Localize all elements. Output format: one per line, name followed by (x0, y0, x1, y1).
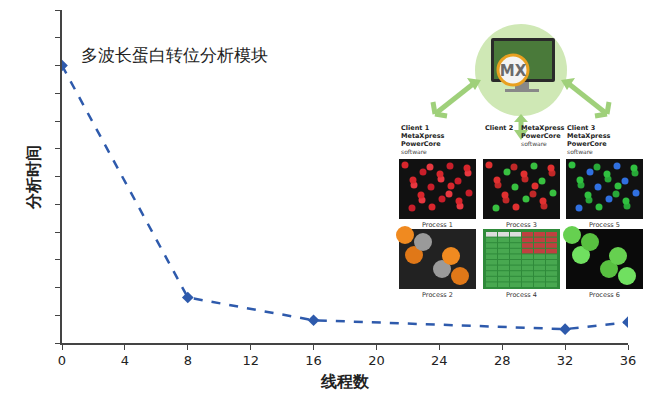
svg-text:Client 3: Client 3 (567, 124, 595, 132)
svg-text:Process 5: Process 5 (589, 221, 620, 229)
svg-text:多波长蛋白转位分析模块: 多波长蛋白转位分析模块 (81, 45, 268, 65)
svg-text:8: 8 (184, 353, 192, 368)
svg-text:12: 12 (242, 353, 259, 368)
svg-text:28: 28 (494, 353, 511, 368)
svg-text:software: software (521, 140, 547, 147)
svg-text:Client 1: Client 1 (401, 124, 430, 132)
svg-text:software: software (567, 148, 593, 155)
svg-text:PowerCore: PowerCore (567, 140, 607, 148)
svg-text:PowerCore: PowerCore (401, 140, 441, 148)
svg-text:24: 24 (431, 353, 448, 368)
svg-text:0: 0 (58, 353, 66, 368)
svg-text:MetaXpress: MetaXpress (567, 132, 611, 140)
svg-text:MX: MX (500, 62, 527, 80)
svg-text:32: 32 (557, 353, 574, 368)
svg-text:MetaXpress: MetaXpress (401, 132, 445, 140)
svg-text:PowerCore: PowerCore (521, 132, 561, 140)
svg-text:software: software (401, 148, 427, 155)
svg-text:MetaXpress: MetaXpress (521, 124, 565, 132)
svg-text:16: 16 (305, 353, 322, 368)
svg-text:20: 20 (368, 353, 385, 368)
svg-text:Process 2: Process 2 (422, 291, 453, 299)
svg-text:分析时间: 分析时间 (24, 145, 43, 210)
svg-text:Process 3: Process 3 (506, 221, 537, 229)
svg-text:4: 4 (121, 353, 129, 368)
svg-text:Process 4: Process 4 (506, 291, 537, 299)
svg-text:36: 36 (620, 353, 637, 368)
svg-text:线程数: 线程数 (320, 372, 370, 391)
svg-text:Process 6: Process 6 (589, 291, 620, 299)
svg-text:Process 1: Process 1 (422, 221, 453, 229)
svg-text:Client 2: Client 2 (485, 124, 513, 132)
